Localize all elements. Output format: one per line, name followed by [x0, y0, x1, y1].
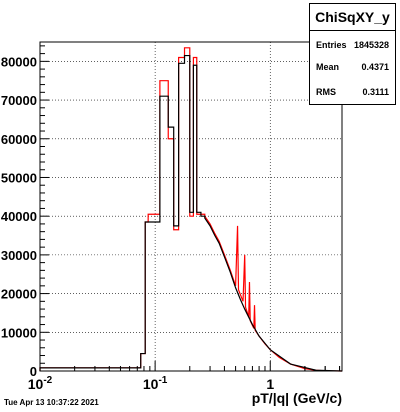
stats-mean-key: Mean — [316, 62, 340, 72]
y-tick-label: 30000 — [1, 248, 37, 263]
plot-frame — [39, 41, 343, 372]
x-tick-label: 1 — [266, 376, 274, 392]
series-1-line — [39, 54, 343, 372]
data-layer — [39, 47, 343, 372]
series-0-line — [39, 47, 343, 372]
x-tick-label: 10-1 — [143, 375, 168, 392]
y-tick-label: 20000 — [1, 287, 37, 302]
x-tick-label: 10-2 — [28, 375, 53, 392]
y-tick-label: 0 — [30, 364, 37, 379]
stats-entries-value: 1845328 — [353, 40, 389, 50]
y-tick-label: 60000 — [1, 132, 37, 147]
stats-row-rms: RMS 0.3111 — [316, 85, 389, 99]
y-tick-label: 40000 — [1, 209, 37, 224]
stats-title: ChiSqXY_y — [310, 4, 395, 31]
stats-row-mean: Mean 0.4371 — [316, 60, 389, 74]
y-tick-label: 50000 — [1, 170, 37, 185]
axis-layer: 0 10000 20000 30000 40000 50000 60000 70000 8000… — [1, 45, 341, 392]
stats-rms-value: 0.3111 — [362, 87, 389, 97]
stats-entries-key: Entries — [316, 40, 347, 50]
stats-rms-key: RMS — [316, 87, 336, 97]
datestamp: Tue Apr 13 10:37:22 2021 — [4, 398, 99, 407]
stats-row-entries: Entries 1845328 — [316, 38, 389, 52]
grid-layer — [40, 42, 342, 371]
stats-box: ChiSqXY_y Entries 1845328 Mean 0.4371 RM… — [309, 3, 396, 105]
x-axis-label: pT/|q| (GeV/c) — [252, 390, 342, 406]
y-tick-label: 80000 — [1, 54, 37, 69]
y-tick-label: 10000 — [1, 325, 37, 340]
y-tick-label: 70000 — [1, 93, 37, 108]
stats-mean-value: 0.4371 — [361, 62, 389, 72]
